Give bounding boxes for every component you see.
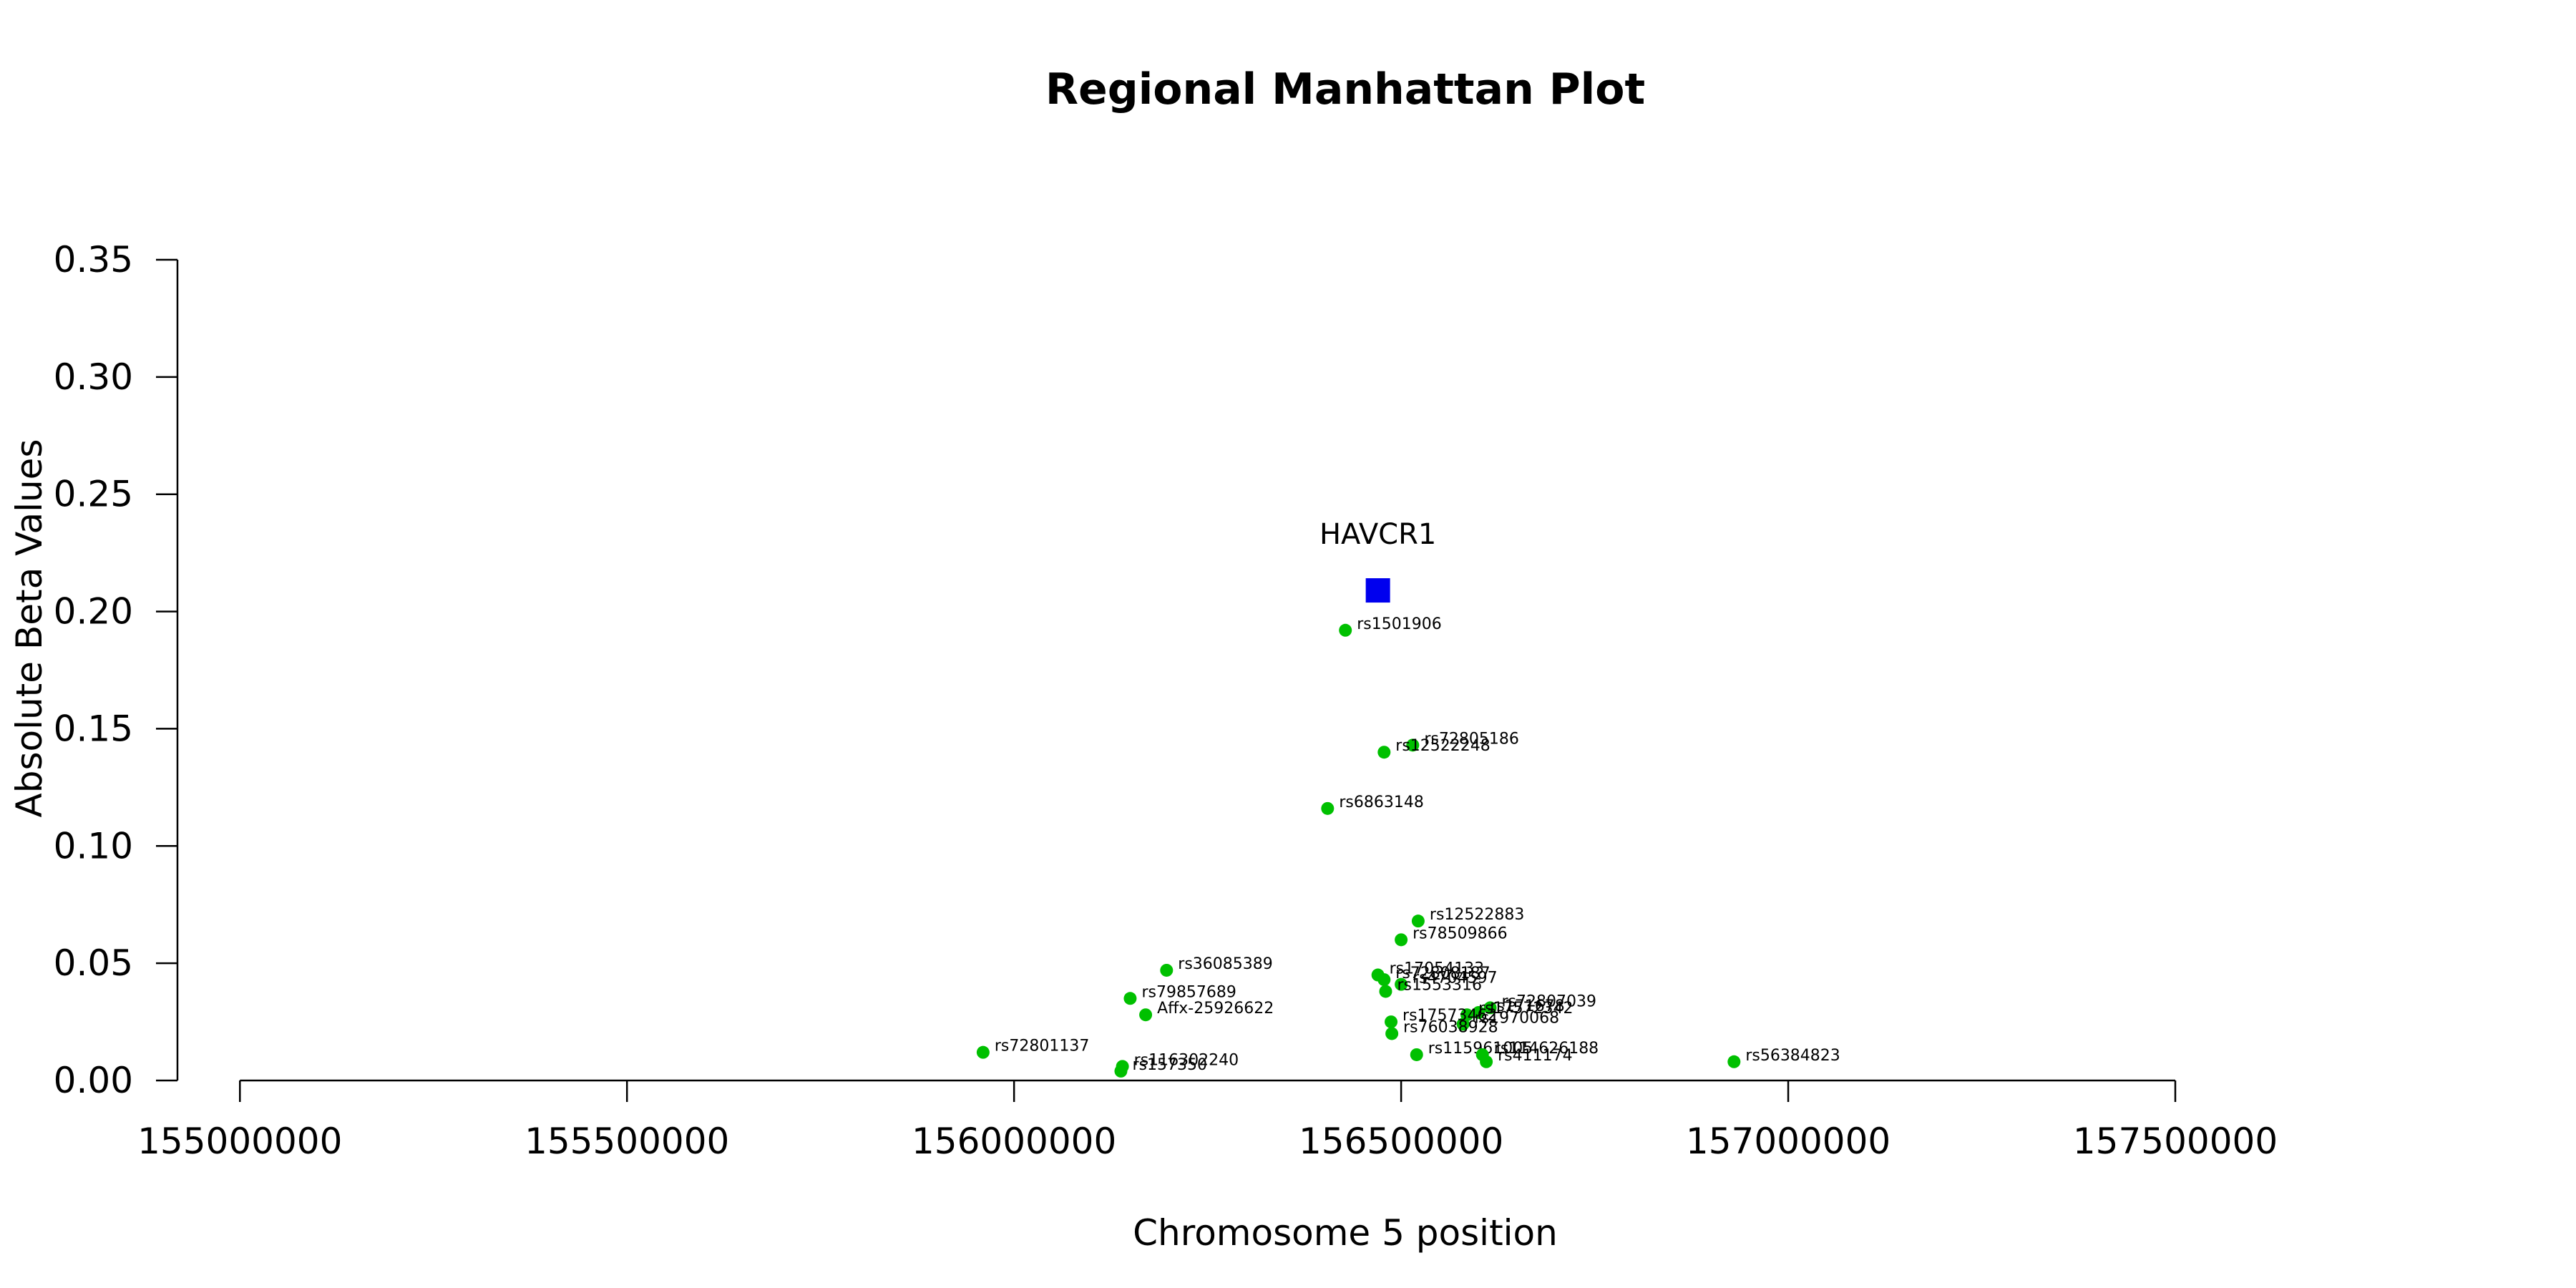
snp-point [1377, 973, 1391, 987]
snp-point [976, 1045, 990, 1059]
snp-label: Affx-25926622 [1157, 1000, 1274, 1018]
snp-label: rs171678 [1490, 997, 1565, 1015]
snp-point [1472, 1005, 1485, 1019]
y-tick-label: 0.05 [54, 942, 133, 984]
snp-label: rs36085389 [1178, 955, 1272, 973]
snp-label: rs56384823 [1745, 1047, 1840, 1065]
snp-label: rs12522883 [1430, 906, 1524, 924]
snp-label: rs1553316 [1397, 976, 1482, 994]
snp-label: rs1970068 [1475, 1009, 1560, 1027]
snp-point [1385, 1027, 1399, 1040]
snp-point [1379, 985, 1392, 998]
snp-label: rs17573462 [1402, 1007, 1497, 1025]
snp-point [1139, 1008, 1153, 1022]
snp-point [1114, 1064, 1128, 1078]
snp-label: rs114626188 [1494, 1040, 1599, 1058]
snp-point [1406, 738, 1420, 752]
snp-label: rs116302240 [1134, 1051, 1239, 1069]
snp-label: rs72805186 [1424, 730, 1518, 748]
snp-label: rs157350 [1132, 1056, 1207, 1074]
snp-point [1321, 801, 1335, 815]
snp-label: rs6863148 [1339, 794, 1424, 811]
y-axis-label: Absolute Beta Values [9, 439, 50, 818]
snp-point [1395, 977, 1408, 991]
snp-point [1483, 1001, 1497, 1015]
snp-point [1385, 1015, 1398, 1029]
x-tick-label: 155000000 [137, 1121, 342, 1162]
snp-label: rs76038928 [1403, 1018, 1498, 1036]
snp-point [1123, 992, 1137, 1005]
snp-label: rs78509866 [1413, 924, 1507, 942]
snp-point [1377, 746, 1391, 759]
y-tick-label: 0.20 [54, 591, 133, 633]
x-tick-label: 155500000 [525, 1121, 729, 1162]
snp-label: rs1501906 [1357, 615, 1442, 633]
snp-point [1395, 933, 1408, 947]
axes: 0.00 0.05 0.10 0.15 0.20 0.25 0.30 0.35 15500000… [54, 239, 2278, 1162]
y-tick-label: 0.35 [54, 239, 133, 280]
x-tick-label: 156500000 [1299, 1121, 1503, 1162]
chart-title: Regional Manhattan Plot [1045, 64, 1645, 114]
snp-point [1480, 1055, 1493, 1068]
y-tick-label: 0.10 [54, 825, 133, 867]
x-axis-label: Chromosome 5 position [1133, 1212, 1558, 1254]
y-tick-label: 0.15 [54, 708, 133, 749]
y-tick-label: 0.30 [54, 356, 133, 398]
x-tick-label: 157500000 [2073, 1121, 2278, 1162]
snp-point [1410, 1048, 1423, 1061]
x-tick-label: 156000000 [912, 1121, 1116, 1162]
snp-label: rs4704597 [1413, 970, 1498, 987]
x-tick-label: 157000000 [1686, 1121, 1890, 1162]
snp-label: rs12522248 [1395, 737, 1490, 755]
snp-label: rs17572342 [1478, 1000, 1573, 1018]
gene-marker [1365, 578, 1390, 603]
y-tick-label: 0.25 [54, 474, 133, 515]
snp-point [1339, 623, 1352, 637]
snp-label: rs411174 [1498, 1047, 1573, 1065]
gene-label: HAVCR1 [1319, 518, 1436, 551]
snp-label: rs72807039 [1502, 992, 1596, 1010]
snp-label: rs17054133 [1390, 960, 1484, 978]
snp-point [1456, 1018, 1470, 1031]
snp-point [1160, 963, 1174, 977]
snp-label: rs79857689 [1141, 983, 1236, 1001]
snp-point [1727, 1055, 1741, 1068]
snp-label: rs72801137 [995, 1038, 1089, 1055]
snp-point [1411, 914, 1425, 928]
y-tick-label: 0.00 [54, 1060, 133, 1101]
snp-label: rs72808187 [1395, 965, 1490, 982]
